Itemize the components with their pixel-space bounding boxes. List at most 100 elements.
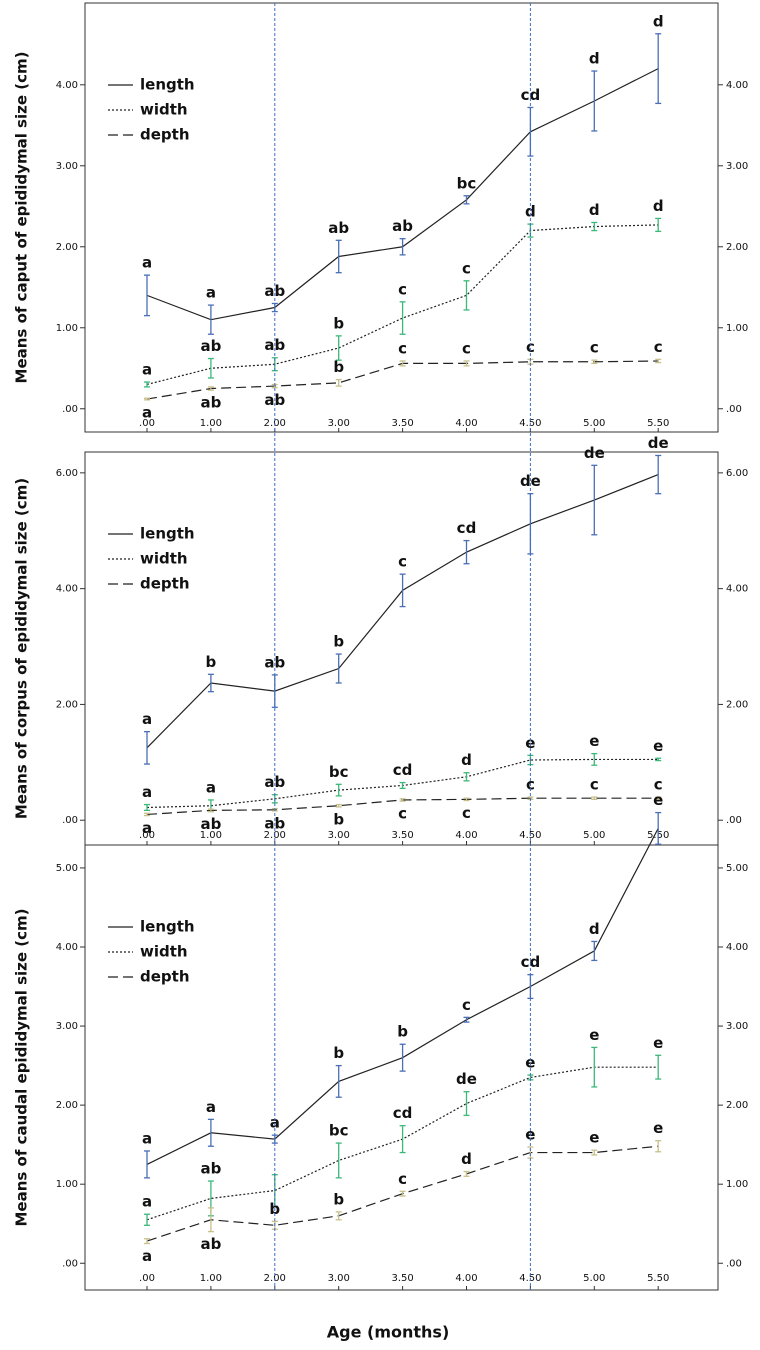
x-tick-label: 1.00: [200, 1273, 222, 1284]
error-bar: [464, 1172, 470, 1177]
error-bar: [655, 1055, 661, 1079]
significance-letter: c: [462, 339, 471, 357]
y-tick-label: 3.00: [56, 1021, 78, 1032]
y2-tick-label: 2.00: [726, 699, 748, 710]
error-bar: [655, 34, 661, 104]
x-tick-label: 1.00: [200, 418, 222, 429]
y-tick-label: 4.00: [56, 584, 78, 595]
error-bar: [144, 275, 150, 315]
significance-letter: b: [333, 1190, 344, 1208]
significance-letter: cd: [393, 1104, 413, 1122]
y2-tick-label: 4.00: [726, 584, 748, 595]
series-line: [147, 361, 658, 399]
x-tick-label: 4.00: [455, 1273, 477, 1284]
error-bar: [655, 218, 661, 231]
significance-letter: b: [206, 653, 217, 671]
significance-letter: a: [142, 403, 152, 421]
significance-letter: a: [142, 710, 152, 728]
error-bar: [655, 1141, 661, 1152]
y-tick-label: 4.00: [56, 80, 78, 91]
error-bar: [144, 382, 150, 387]
significance-letter: e: [589, 1026, 599, 1044]
significance-letter: a: [206, 1098, 216, 1116]
x-tick-label: 4.00: [455, 830, 477, 841]
significance-letter: c: [654, 338, 663, 356]
y-tick-label: 3.00: [56, 161, 78, 172]
y2-tick-label: 6.00: [726, 468, 748, 479]
error-bar: [400, 1044, 406, 1071]
y-axis-title: Means of caudal epididymal size (cm): [13, 908, 31, 1226]
significance-letter: d: [461, 751, 472, 769]
significance-letter: e: [653, 1034, 663, 1052]
significance-letter: e: [589, 1129, 599, 1147]
error-bar: [400, 574, 406, 606]
significance-letter: c: [590, 339, 599, 357]
significance-letter: a: [206, 778, 216, 796]
y-tick-label: 2.00: [56, 1100, 78, 1111]
legend-label: length: [140, 918, 195, 936]
significance-letter: d: [461, 1150, 472, 1168]
series-line: [147, 475, 658, 748]
error-bar: [336, 654, 342, 683]
legend-label: depth: [140, 126, 190, 144]
significance-letter: a: [142, 783, 152, 801]
x-axis-title: Age (months): [327, 1323, 450, 1342]
significance-letter: d: [653, 197, 664, 215]
y-tick-label: .00: [62, 1258, 78, 1269]
error-bar: [464, 281, 470, 310]
significance-letter: c: [398, 1170, 407, 1188]
x-tick-label: 5.00: [583, 1273, 605, 1284]
significance-letter: e: [653, 791, 663, 809]
x-tick-label: 3.00: [328, 418, 350, 429]
error-bar: [336, 1212, 342, 1220]
significance-letter: a: [142, 819, 152, 837]
error-bar: [400, 783, 406, 789]
significance-letter: b: [333, 358, 344, 376]
y2-tick-label: 2.00: [726, 1100, 748, 1111]
error-bar: [464, 773, 470, 781]
legend-label: length: [140, 525, 195, 543]
legend-label: length: [140, 76, 195, 94]
x-tick-label: 3.00: [328, 830, 350, 841]
error-bar: [591, 797, 597, 799]
significance-letter: e: [653, 737, 663, 755]
significance-letter: b: [333, 1044, 344, 1062]
error-bar: [591, 941, 597, 960]
error-bar: [144, 805, 150, 811]
x-tick-label: 3.50: [391, 830, 413, 841]
y2-tick-label: .00: [726, 1258, 742, 1269]
error-bar: [144, 1151, 150, 1178]
significance-letter: c: [398, 339, 407, 357]
significance-letter: bc: [329, 763, 349, 781]
x-tick-label: 5.00: [583, 830, 605, 841]
x-tick-label: 5.00: [583, 418, 605, 429]
y2-tick-label: 4.00: [726, 942, 748, 953]
legend-label: width: [140, 550, 188, 568]
y2-tick-label: 4.00: [726, 80, 748, 91]
error-bar: [336, 1143, 342, 1178]
significance-letter: a: [206, 284, 216, 302]
significance-letter: b: [333, 314, 344, 332]
y-tick-label: .00: [62, 404, 78, 415]
error-bar: [591, 465, 597, 534]
significance-letter: ab: [328, 219, 349, 237]
x-tick-label: 5.50: [647, 418, 669, 429]
x-tick-label: .00: [139, 1273, 155, 1284]
significance-letter: d: [589, 920, 600, 938]
significance-letter: c: [462, 804, 471, 822]
significance-letter: e: [653, 1119, 663, 1137]
significance-letter: c: [398, 553, 407, 571]
legend-label: width: [140, 943, 188, 961]
y-axis-title: Means of caput of epididymal size (cm): [13, 52, 31, 384]
significance-letter: c: [590, 776, 599, 794]
y-tick-label: 2.00: [56, 699, 78, 710]
significance-letter: b: [333, 810, 344, 828]
y2-tick-label: 1.00: [726, 1179, 748, 1190]
error-bar: [336, 380, 342, 386]
significance-letter: a: [142, 254, 152, 272]
significance-letter: a: [142, 1129, 152, 1147]
x-tick-label: 3.00: [328, 1273, 350, 1284]
x-tick-label: 5.50: [647, 1273, 669, 1284]
y-tick-label: 2.00: [56, 242, 78, 253]
x-tick-label: 3.50: [391, 1273, 413, 1284]
